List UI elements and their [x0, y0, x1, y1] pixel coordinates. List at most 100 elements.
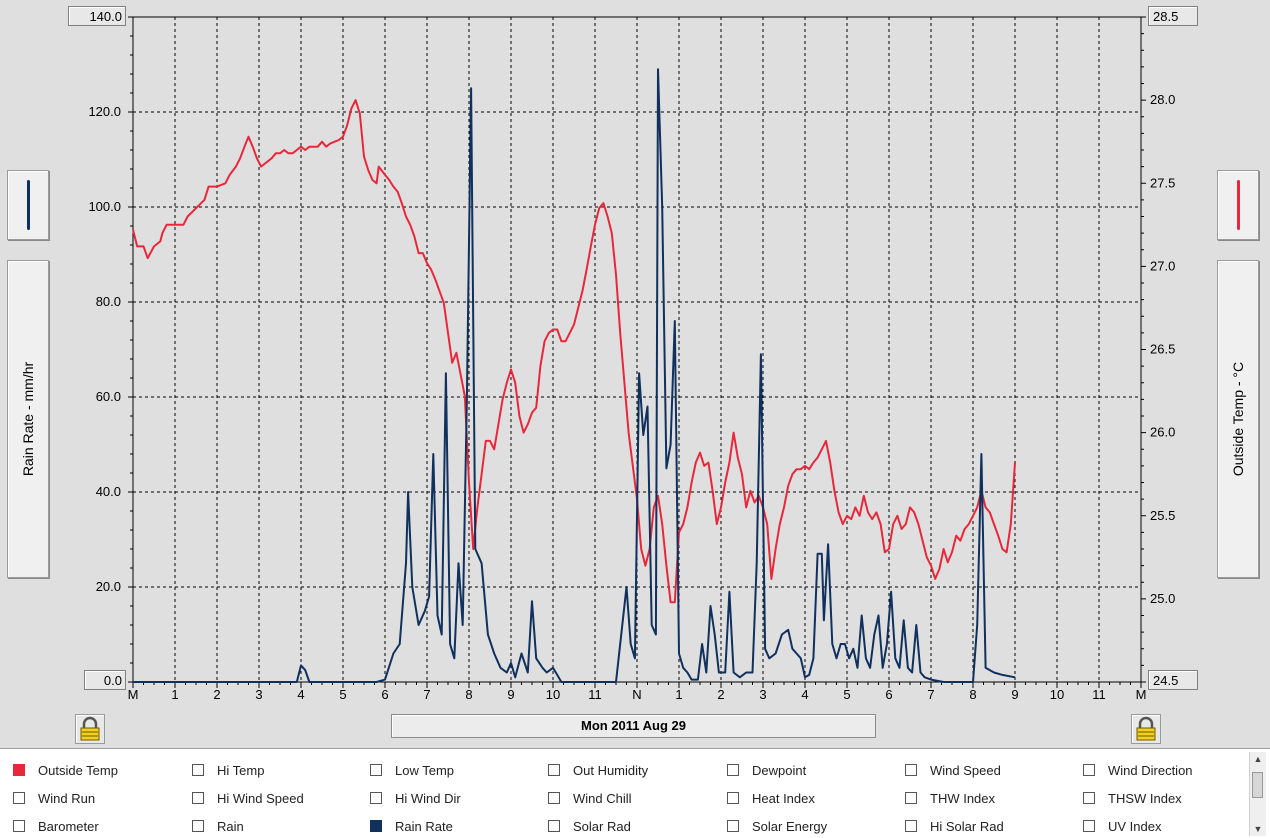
- x-tick-label: 5: [339, 687, 346, 702]
- x-tick-label: 5: [843, 687, 850, 702]
- lock-icon: [1136, 716, 1156, 741]
- legend-checkbox[interactable]: [370, 764, 382, 776]
- left-tick-label: 120.0: [88, 104, 121, 119]
- legend-checkbox[interactable]: [1083, 820, 1095, 832]
- x-tick-label: M: [1136, 687, 1147, 702]
- date-label: Mon 2011 Aug 29: [581, 718, 686, 733]
- x-tick-label: 8: [465, 687, 472, 702]
- legend-checkbox[interactable]: [1083, 764, 1095, 776]
- legend-checkbox[interactable]: [727, 792, 739, 804]
- legend-label: Heat Index: [752, 791, 815, 806]
- legend-label: Barometer: [38, 819, 99, 834]
- x-tick-label: 9: [1011, 687, 1018, 702]
- legend-label: Low Temp: [395, 763, 455, 778]
- left-tick-label: 40.0: [96, 484, 121, 499]
- left-axis-min: 0.0: [103, 673, 122, 688]
- right-axis-label-panel[interactable]: Outside Temp - °C: [1217, 260, 1259, 578]
- legend-checkbox[interactable]: [192, 764, 204, 776]
- legend-label: Wind Speed: [930, 763, 1001, 778]
- legend-checkbox[interactable]: [1083, 792, 1095, 804]
- legend-label: Wind Direction: [1108, 763, 1193, 778]
- legend-label: Wind Chill: [573, 791, 632, 806]
- x-tick-label: 11: [1092, 687, 1106, 702]
- legend-checkbox[interactable]: [727, 764, 739, 776]
- x-tick-label: N: [632, 687, 641, 702]
- right-axis-max: 28.5: [1153, 9, 1179, 24]
- scroll-up-arrow-icon[interactable]: ▲: [1253, 754, 1263, 764]
- right-tick-label: 27.5: [1150, 175, 1175, 190]
- legend-checkbox[interactable]: [548, 820, 560, 832]
- legend-checkbox[interactable]: [905, 820, 917, 832]
- legend-checkbox[interactable]: [370, 820, 382, 832]
- legend-checkbox[interactable]: [548, 792, 560, 804]
- legend-panel: Outside Temp Hi Temp Low Temp Out Humidity D…: [0, 748, 1270, 838]
- x-axis-ticks: M 1 2 3 4 5 6 7 8 9 10 11 N 1 2 3 4 5 6 7 8 9 10 11 M: [128, 682, 1147, 702]
- right-axis-min-box[interactable]: 24.5: [1148, 670, 1198, 690]
- legend-checkbox[interactable]: [192, 820, 204, 832]
- legend-label: Hi Wind Speed: [217, 791, 304, 806]
- x-tick-label: 2: [717, 687, 724, 702]
- date-scroll-bar[interactable]: Mon 2011 Aug 29: [391, 714, 876, 738]
- rain-rate-swatch-line: [27, 180, 30, 230]
- series-line-rain-rate: [133, 68, 1016, 683]
- right-tick-label: 26.5: [1150, 342, 1175, 357]
- lock-icon: [80, 716, 100, 741]
- legend-checkbox[interactable]: [370, 792, 382, 804]
- x-tick-label: 3: [255, 687, 262, 702]
- legend-label: Wind Run: [38, 791, 96, 806]
- scroll-thumb[interactable]: [1252, 772, 1263, 798]
- x-tick-label: 11: [588, 687, 602, 702]
- left-axis-min-box[interactable]: 0.0: [84, 670, 126, 690]
- legend-checkbox[interactable]: [192, 792, 204, 804]
- x-tick-label: 6: [885, 687, 892, 702]
- right-tick-label: 25.0: [1150, 591, 1175, 606]
- legend-label: Rain Rate: [395, 819, 453, 834]
- scroll-down-arrow-icon[interactable]: ▼: [1253, 824, 1263, 834]
- left-axis-label: Rain Rate - mm/hr: [20, 361, 36, 477]
- left-axis-max-box[interactable]: 140.0: [68, 6, 126, 26]
- legend-checkbox[interactable]: [13, 820, 25, 832]
- right-tick-label: 25.5: [1150, 508, 1175, 523]
- x-tick-label: 10: [1050, 687, 1064, 702]
- legend-label: Out Humidity: [573, 763, 649, 778]
- left-tick-label: 60.0: [96, 389, 121, 404]
- x-tick-label: 10: [546, 687, 560, 702]
- x-tick-label: 4: [297, 687, 304, 702]
- x-tick-label: 7: [423, 687, 430, 702]
- x-tick-label: 4: [801, 687, 808, 702]
- legend-label: Hi Solar Rad: [930, 819, 1004, 834]
- legend-checkbox[interactable]: [905, 792, 917, 804]
- legend-label: UV Index: [1108, 819, 1162, 834]
- legend-label: Dewpoint: [752, 763, 807, 778]
- legend-label: Solar Energy: [752, 819, 828, 834]
- weather-chart: M 1 2 3 4 5 6 7 8 9 10 11 N 1 2 3 4 5 6 7 8 9 10 11 M 20.0 40.0 60…: [88, 16, 1175, 702]
- x-tick-label: 1: [675, 687, 682, 702]
- x-tick-label: 9: [507, 687, 514, 702]
- right-lock-button[interactable]: [1131, 714, 1161, 744]
- x-tick-label: 2: [213, 687, 220, 702]
- outside-temp-swatch-line: [1237, 180, 1240, 230]
- series-group: [132, 68, 1016, 683]
- left-tick-label: 80.0: [96, 294, 121, 309]
- left-axis-max: 140.0: [89, 9, 122, 24]
- left-tick-label: 100.0: [88, 199, 121, 214]
- left-axis-label-panel[interactable]: Rain Rate - mm/hr: [7, 260, 49, 578]
- legend-checkbox[interactable]: [905, 764, 917, 776]
- legend-checkbox[interactable]: [727, 820, 739, 832]
- legend-label: THSW Index: [1108, 791, 1182, 806]
- legend-checkbox[interactable]: [13, 764, 25, 776]
- legend-scrollbar[interactable]: ▲ ▼: [1249, 752, 1266, 836]
- legend-label: Hi Wind Dir: [395, 791, 461, 806]
- x-tick-label: 6: [381, 687, 388, 702]
- left-lock-button[interactable]: [75, 714, 105, 744]
- right-axis-max-box[interactable]: 28.5: [1148, 6, 1198, 26]
- x-tick-label: M: [128, 687, 139, 702]
- legend-checkbox[interactable]: [548, 764, 560, 776]
- right-series-swatch[interactable]: [1217, 170, 1259, 240]
- legend-checkbox[interactable]: [13, 792, 25, 804]
- series-line-outside-temp: [132, 99, 1016, 604]
- right-axis-min: 24.5: [1153, 673, 1179, 688]
- left-series-swatch[interactable]: [7, 170, 49, 240]
- legend-label: THW Index: [930, 791, 996, 806]
- legend-label: Outside Temp: [38, 763, 118, 778]
